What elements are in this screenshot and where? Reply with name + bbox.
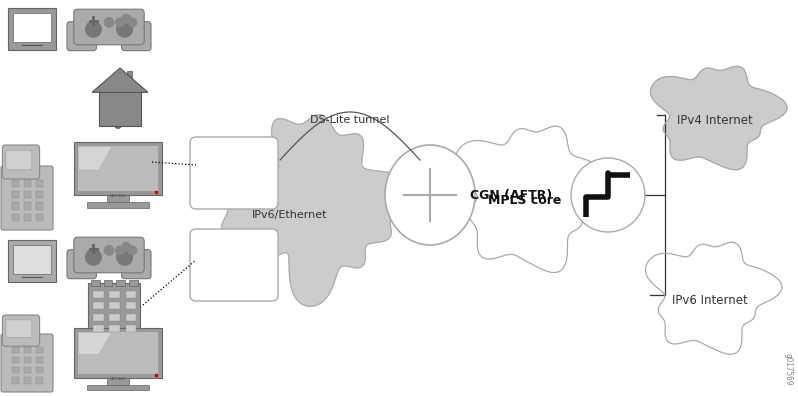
Bar xyxy=(125,314,136,321)
Circle shape xyxy=(116,246,124,255)
FancyBboxPatch shape xyxy=(8,8,56,50)
FancyBboxPatch shape xyxy=(6,150,32,170)
Bar xyxy=(24,377,31,383)
Polygon shape xyxy=(79,333,111,354)
Bar xyxy=(24,367,31,373)
FancyBboxPatch shape xyxy=(73,237,144,273)
Bar xyxy=(93,291,104,298)
Polygon shape xyxy=(646,242,782,354)
Ellipse shape xyxy=(385,145,475,245)
Bar xyxy=(78,146,158,191)
Bar xyxy=(12,347,19,353)
Bar xyxy=(36,377,43,383)
Polygon shape xyxy=(454,126,614,272)
Polygon shape xyxy=(79,147,111,169)
Text: CGN (AFTR): CGN (AFTR) xyxy=(470,188,552,202)
Polygon shape xyxy=(215,115,429,307)
Circle shape xyxy=(85,249,101,265)
Bar xyxy=(117,280,125,286)
FancyBboxPatch shape xyxy=(190,137,278,209)
Bar xyxy=(104,280,113,286)
Bar xyxy=(109,314,120,321)
Bar xyxy=(125,302,136,309)
Bar xyxy=(87,385,148,390)
Circle shape xyxy=(105,18,113,27)
Text: IPv6 Internet: IPv6 Internet xyxy=(672,293,748,307)
Bar xyxy=(12,377,19,383)
Circle shape xyxy=(116,18,124,27)
Bar xyxy=(74,328,162,378)
Bar xyxy=(24,191,31,198)
Circle shape xyxy=(117,21,132,37)
Text: NETGEAR: NETGEAR xyxy=(109,194,126,198)
Circle shape xyxy=(117,249,132,265)
Text: IPv6/Ethernet: IPv6/Ethernet xyxy=(252,210,328,220)
Text: g017569: g017569 xyxy=(783,352,792,385)
Polygon shape xyxy=(650,67,787,170)
Text: DS-Lite tunnel: DS-Lite tunnel xyxy=(310,115,389,125)
FancyBboxPatch shape xyxy=(1,334,53,392)
Circle shape xyxy=(105,246,113,255)
Text: NETGEAR: NETGEAR xyxy=(109,377,126,381)
Polygon shape xyxy=(92,68,148,92)
FancyBboxPatch shape xyxy=(8,240,56,282)
Bar xyxy=(108,195,128,202)
Bar xyxy=(36,357,43,364)
FancyBboxPatch shape xyxy=(73,9,144,45)
Bar xyxy=(88,283,140,340)
FancyBboxPatch shape xyxy=(67,22,97,51)
Bar xyxy=(36,180,43,187)
Bar xyxy=(127,72,132,88)
Bar xyxy=(36,202,43,209)
Bar xyxy=(93,325,104,332)
Bar xyxy=(74,142,162,195)
FancyBboxPatch shape xyxy=(2,315,40,346)
FancyBboxPatch shape xyxy=(67,250,97,279)
FancyBboxPatch shape xyxy=(190,229,278,301)
Text: IPv4 Internet: IPv4 Internet xyxy=(678,114,753,126)
Bar xyxy=(78,332,158,374)
Bar xyxy=(24,357,31,364)
Bar xyxy=(125,291,136,298)
Bar xyxy=(12,357,19,364)
Bar xyxy=(13,13,51,42)
Bar xyxy=(87,202,148,208)
Bar xyxy=(12,213,19,221)
Bar xyxy=(12,202,19,209)
Bar xyxy=(24,180,31,187)
FancyBboxPatch shape xyxy=(121,22,151,51)
Bar xyxy=(36,347,43,353)
Circle shape xyxy=(122,14,130,23)
Bar xyxy=(13,245,51,274)
Bar xyxy=(109,291,120,298)
Bar xyxy=(36,367,43,373)
Bar xyxy=(109,325,120,332)
Bar xyxy=(12,191,19,198)
Circle shape xyxy=(128,246,136,255)
Bar xyxy=(129,280,138,286)
Bar xyxy=(91,280,100,286)
Bar xyxy=(24,347,31,353)
Text: MPLS core: MPLS core xyxy=(488,194,562,206)
Circle shape xyxy=(85,21,101,37)
Bar xyxy=(93,314,104,321)
Bar xyxy=(93,302,104,309)
Bar xyxy=(99,90,141,126)
Bar xyxy=(12,180,19,187)
Bar xyxy=(108,378,128,385)
FancyBboxPatch shape xyxy=(2,145,40,179)
Circle shape xyxy=(571,158,645,232)
Bar xyxy=(12,367,19,373)
Circle shape xyxy=(122,242,130,251)
FancyBboxPatch shape xyxy=(1,166,53,230)
Bar xyxy=(36,191,43,198)
FancyBboxPatch shape xyxy=(6,320,32,338)
Bar xyxy=(24,202,31,209)
Bar xyxy=(125,325,136,332)
Bar xyxy=(24,213,31,221)
Circle shape xyxy=(128,18,136,27)
FancyBboxPatch shape xyxy=(121,250,151,279)
Bar xyxy=(36,213,43,221)
Bar xyxy=(109,302,120,309)
